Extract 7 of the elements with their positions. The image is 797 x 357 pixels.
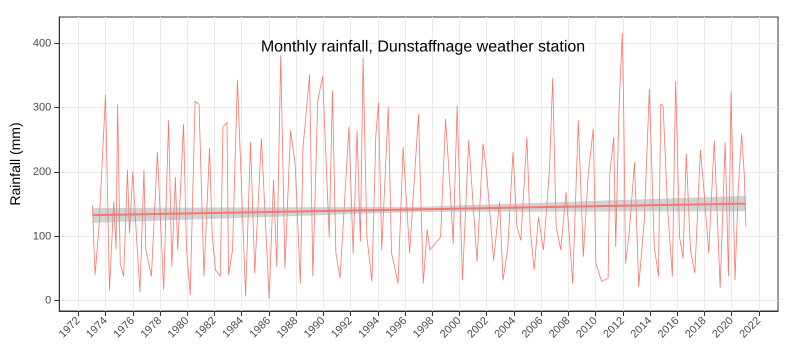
y-tick-label: 0 bbox=[45, 294, 52, 307]
text: Monthly rainfall, Dunstaffnage weather station bbox=[260, 38, 586, 56]
y-tick-label: 400 bbox=[32, 37, 52, 50]
y-tick-label: 300 bbox=[32, 102, 52, 114]
y-axis-title: Rainfall (mm) bbox=[7, 122, 23, 206]
y-tick-label: 100 bbox=[32, 230, 52, 242]
y-tick-label: 200 bbox=[32, 166, 52, 178]
